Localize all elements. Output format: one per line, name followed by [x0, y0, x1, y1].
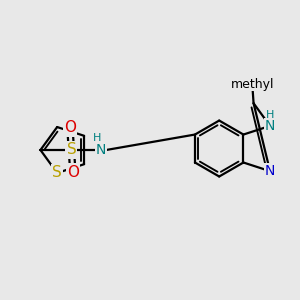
- Text: H: H: [266, 110, 274, 120]
- Text: N: N: [265, 119, 275, 133]
- Text: N: N: [265, 164, 275, 178]
- Text: S: S: [52, 166, 62, 181]
- Text: methyl: methyl: [230, 78, 274, 91]
- Text: O: O: [64, 120, 76, 135]
- Text: N: N: [96, 143, 106, 157]
- Text: S: S: [67, 142, 76, 158]
- Text: H: H: [93, 133, 101, 143]
- Text: O: O: [67, 165, 79, 180]
